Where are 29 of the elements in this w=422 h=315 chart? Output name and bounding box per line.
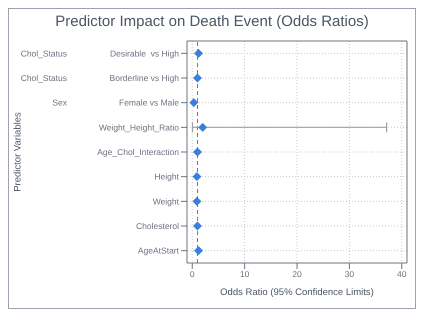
point xyxy=(192,196,202,206)
point xyxy=(192,222,202,230)
point xyxy=(192,148,202,156)
y-tick-label: AgeAtStart xyxy=(138,246,180,256)
point xyxy=(194,246,204,256)
text: Sex xyxy=(52,98,68,108)
y-tick-label: Desirable vs High xyxy=(110,48,180,58)
y-tick-label: Borderline vs High xyxy=(110,73,180,83)
y-tick-label: Female vs Male xyxy=(119,98,180,108)
y-tick-label: Age_Chol_Interaction xyxy=(97,147,180,157)
text: Predictor Variables xyxy=(12,112,24,192)
x-tick-label: 40 xyxy=(397,269,407,280)
x-axis-title: Odds Ratio (95% Confidence Limits) xyxy=(220,287,374,298)
y-tick-label: Weight xyxy=(152,196,180,206)
point xyxy=(198,122,208,132)
chart-title: Predictor Impact on Death Event (Odds Ratios) xyxy=(54,13,370,32)
point xyxy=(192,172,202,182)
text: Chol_Status xyxy=(20,73,67,84)
x-tick-label: 0 xyxy=(190,269,195,280)
x-tick-label: 10 xyxy=(240,269,250,280)
y-tick-label: Height xyxy=(154,172,180,182)
point xyxy=(194,48,204,58)
point xyxy=(189,98,198,108)
point xyxy=(192,74,202,82)
x-tick-label: 30 xyxy=(344,269,354,280)
y-tick-label: Cholesterol xyxy=(136,221,180,231)
text: Chol_Status xyxy=(20,48,67,58)
y-tick-label: Weight_Height_Ratio xyxy=(98,122,180,132)
x-tick-label: 20 xyxy=(292,269,302,280)
